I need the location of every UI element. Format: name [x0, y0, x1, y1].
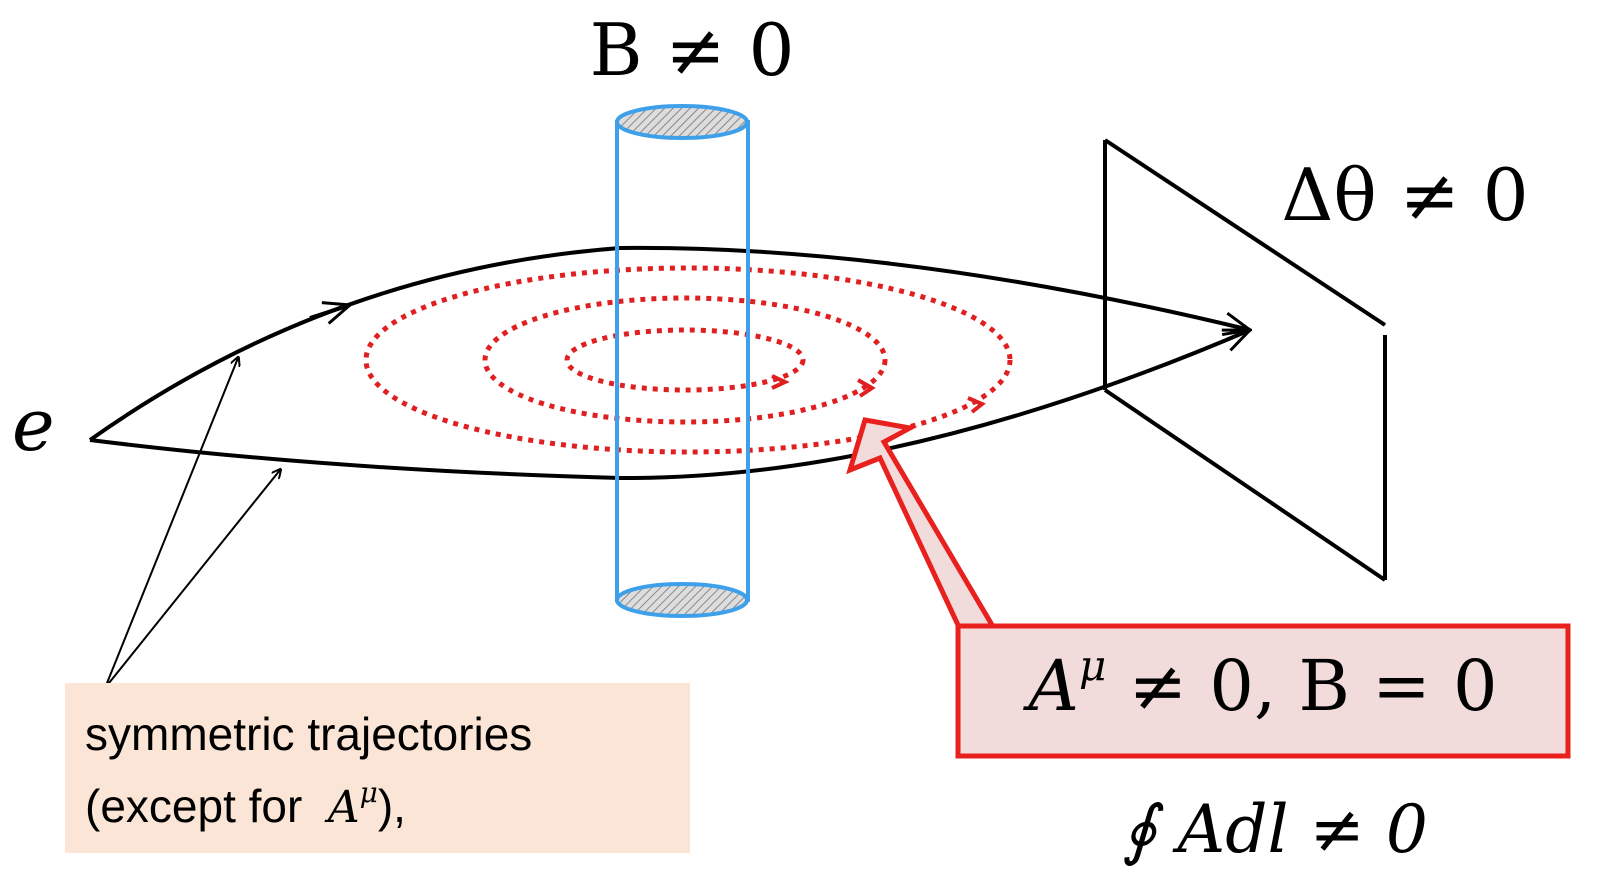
integral-label: ∮ Adl ≠ 0 [1122, 791, 1428, 868]
particle-label: e [12, 383, 55, 467]
potential-base: A [1022, 645, 1079, 727]
potential-rest: ≠ 0, B = 0 [1106, 645, 1497, 727]
flux-tube [617, 106, 748, 616]
note-line1: symmetric trajectories [85, 708, 532, 760]
field-label: B ≠ 0 [590, 8, 795, 92]
note-end: ), [378, 780, 406, 832]
phase-label: Δθ ≠ 0 [1281, 153, 1528, 237]
potential-sup: μ [1079, 641, 1106, 690]
note-sup: μ [360, 776, 378, 809]
loop-arrows [772, 376, 982, 412]
note-arrows [105, 358, 280, 688]
note-text: (except for [85, 780, 328, 832]
note-base: A [324, 782, 360, 833]
note-line2: (except for Aμ), [85, 776, 406, 833]
page: B ≠ 0 Δθ ≠ 0 e Aμ ≠ 0, B = 0 ∮ Adl ≠ 0 s… [0, 0, 1608, 889]
diagram: B ≠ 0 Δθ ≠ 0 e Aμ ≠ 0, B = 0 ∮ Adl ≠ 0 s… [0, 0, 1608, 889]
pointer-arrow [850, 420, 995, 640]
